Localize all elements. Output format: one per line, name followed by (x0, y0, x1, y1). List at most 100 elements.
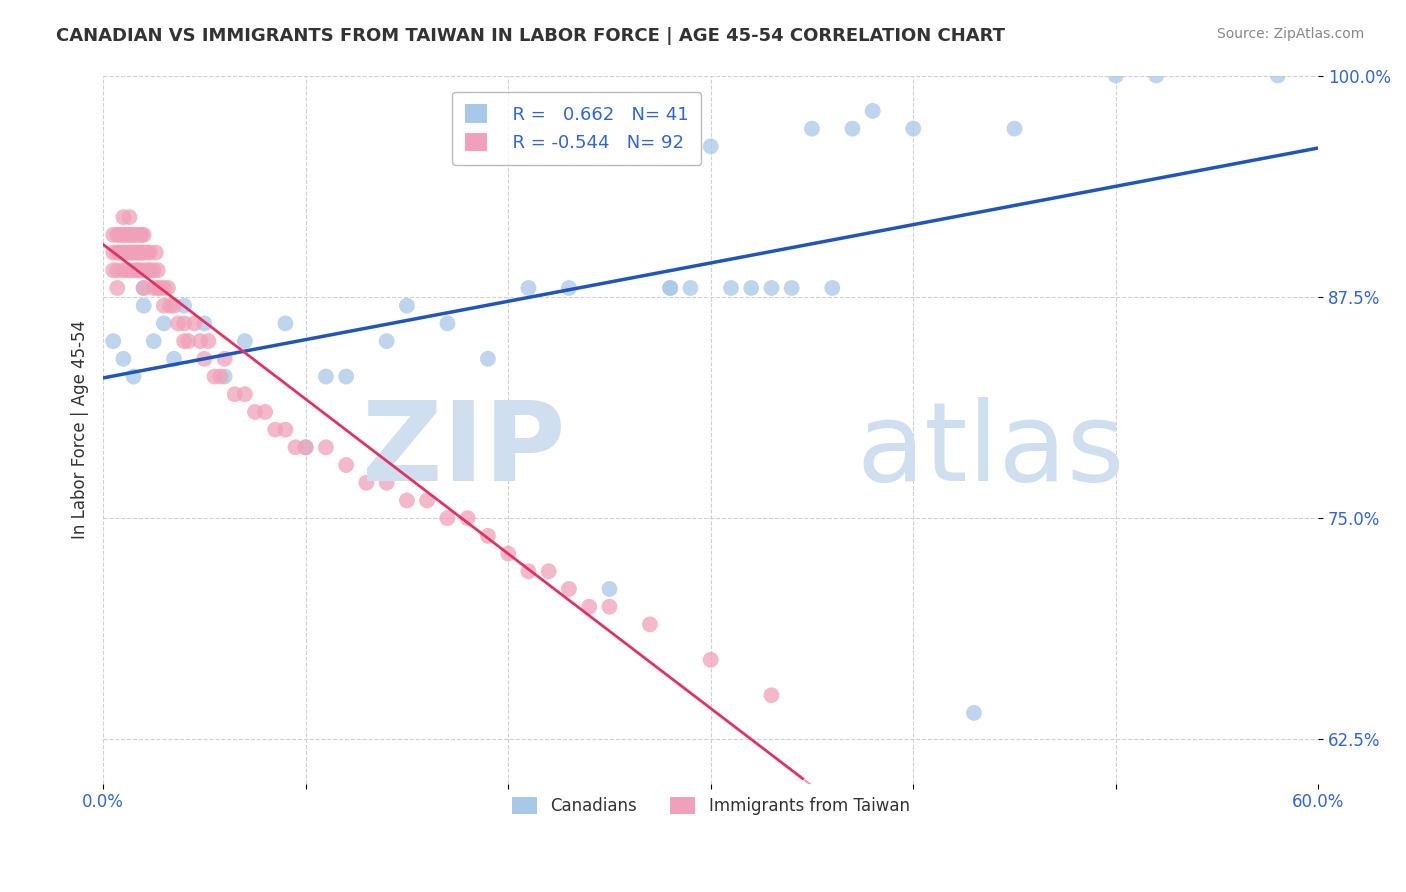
Point (112, 351, 135, 366)
Point (153, 317, 176, 331)
Point (264, 423, 287, 437)
Point (243, 405, 266, 419)
Point (335, 369, 357, 384)
Point (699, 653, 721, 667)
Point (224, 387, 246, 401)
Point (177, 334, 200, 348)
Point (679, 281, 702, 295)
Point (108, 227, 131, 242)
Point (1004, 121, 1026, 136)
Point (118, 210, 141, 224)
Point (477, 529, 499, 543)
Point (209, 369, 232, 384)
Point (128, 227, 150, 242)
Point (138, 263, 160, 277)
Point (204, 369, 226, 384)
Point (214, 351, 236, 366)
Point (416, 493, 439, 508)
Point (167, 317, 190, 331)
Text: ZIP: ZIP (361, 397, 565, 504)
Point (122, 245, 145, 260)
Point (395, 299, 418, 313)
Point (146, 281, 169, 295)
Point (105, 227, 128, 242)
Point (108, 245, 131, 260)
Point (103, 334, 125, 348)
Point (233, 387, 256, 401)
Point (294, 440, 316, 454)
Point (375, 334, 398, 348)
Point (173, 334, 195, 348)
Point (103, 263, 125, 277)
Point (142, 334, 165, 348)
Point (128, 245, 150, 260)
Point (105, 281, 128, 295)
Point (720, 281, 742, 295)
Point (274, 423, 297, 437)
Point (254, 405, 277, 419)
Point (138, 245, 160, 260)
Point (124, 227, 146, 242)
Point (122, 227, 145, 242)
Point (197, 334, 219, 348)
Point (1144, 69, 1167, 83)
Point (1105, 69, 1128, 83)
Point (395, 493, 418, 508)
Point (780, 281, 803, 295)
Point (457, 511, 479, 525)
Point (127, 245, 149, 260)
Text: Source: ZipAtlas.com: Source: ZipAtlas.com (1216, 27, 1364, 41)
Point (496, 547, 519, 561)
Point (136, 263, 159, 277)
Point (142, 263, 165, 277)
Point (153, 281, 176, 295)
Point (136, 245, 159, 260)
Point (105, 245, 128, 260)
Point (127, 263, 149, 277)
Point (517, 564, 540, 578)
Point (121, 263, 143, 277)
Point (163, 351, 186, 366)
Point (578, 599, 600, 614)
Point (558, 582, 581, 596)
Point (124, 245, 146, 260)
Point (103, 227, 125, 242)
Point (146, 263, 169, 277)
Point (103, 245, 125, 260)
Point (801, 121, 824, 136)
Point (121, 227, 143, 242)
Point (963, 706, 986, 720)
Point (117, 245, 139, 260)
Point (214, 369, 236, 384)
Point (173, 317, 195, 331)
Point (149, 281, 172, 295)
Y-axis label: In Labor Force | Age 45-54: In Labor Force | Age 45-54 (72, 320, 89, 539)
Point (173, 299, 195, 313)
Point (284, 440, 307, 454)
Point (517, 281, 540, 295)
Text: CANADIAN VS IMMIGRANTS FROM TAIWAN IN LABOR FORCE | AGE 45-54 CORRELATION CHART: CANADIAN VS IMMIGRANTS FROM TAIWAN IN LA… (56, 27, 1005, 45)
Point (132, 245, 155, 260)
Point (163, 299, 186, 313)
Point (375, 475, 398, 490)
Point (118, 245, 141, 260)
Point (117, 227, 139, 242)
Point (436, 317, 458, 331)
Point (118, 227, 141, 242)
Text: atlas: atlas (856, 397, 1125, 504)
Point (121, 245, 143, 260)
Point (193, 351, 215, 366)
Point (598, 582, 620, 596)
Point (436, 511, 458, 525)
Point (112, 227, 135, 242)
Point (598, 599, 620, 614)
Point (537, 564, 560, 578)
Point (558, 281, 581, 295)
Point (193, 317, 215, 331)
Point (903, 121, 925, 136)
Point (315, 440, 337, 454)
Point (183, 317, 205, 331)
Point (112, 227, 135, 242)
Point (105, 263, 128, 277)
Point (761, 688, 783, 702)
